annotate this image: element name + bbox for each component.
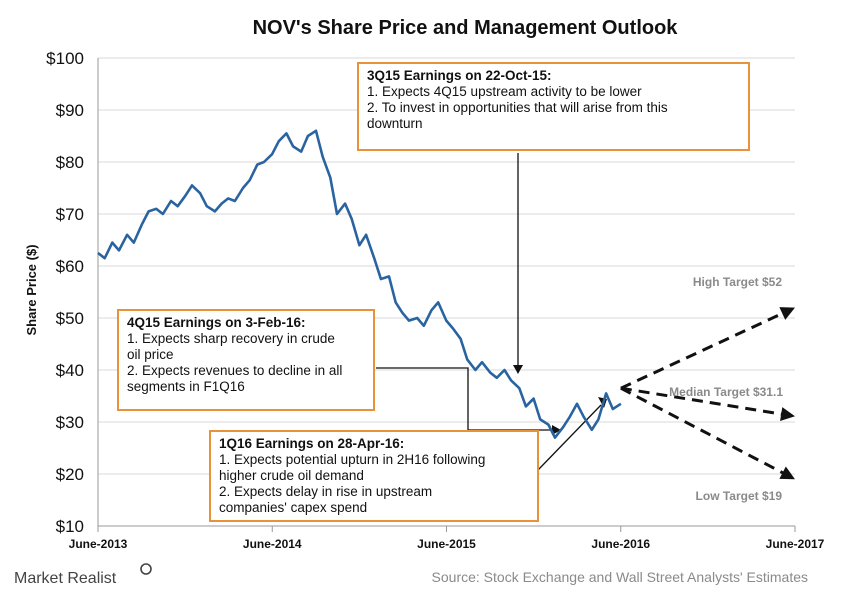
x-tick-label: June-2016 xyxy=(591,537,650,551)
y-tick-label: $60 xyxy=(56,257,84,276)
target-arrow-line xyxy=(620,386,786,475)
market-realist-logo: Market Realist xyxy=(14,563,152,587)
target-arrowhead xyxy=(779,307,795,320)
annotation-q3-line-1: 1. Expects 4Q15 upstream activity to be … xyxy=(367,84,642,99)
annotation-q3-line-2: 2. To invest in opportunities that will … xyxy=(367,100,668,115)
x-tick-label: June-2014 xyxy=(243,537,302,551)
y-tick-label: $90 xyxy=(56,101,84,120)
x-axis: June-2013 June-2014 June-2015 June-2016 June… xyxy=(69,526,825,551)
connector-q4-line xyxy=(376,367,556,431)
target-arrowhead xyxy=(780,407,795,421)
chart-title: NOV's Share Price and Management Outlook xyxy=(253,17,679,39)
high-target-label: High Target $52 xyxy=(693,275,782,289)
annotation-q1-line-2: higher crude oil demand xyxy=(219,468,364,483)
analyst-target-arrows xyxy=(620,307,795,480)
y-axis-label: Share Price ($) xyxy=(24,244,39,335)
low-target-label: Low Target $19 xyxy=(696,489,783,503)
y-tick-label: $80 xyxy=(56,153,84,172)
brand-name: Market Realist xyxy=(14,570,117,587)
annotation-q1-heading: 1Q16 Earnings on 28-Apr-16: xyxy=(219,436,405,451)
annotation-q4-2015: 4Q15 Earnings on 3-Feb-16: 1. Expects sh… xyxy=(117,309,375,411)
y-tick-label: $20 xyxy=(56,465,84,484)
share-price-line xyxy=(97,129,622,439)
annotation-q1-2016: 1Q16 Earnings on 28-Apr-16: 1. Expects p… xyxy=(209,430,539,522)
y-tick-label: $40 xyxy=(56,361,84,380)
y-tick-label: $70 xyxy=(56,205,84,224)
annotation-q4-line-2: oil price xyxy=(127,347,174,362)
y-tick-label: $10 xyxy=(56,517,84,536)
annotation-q4-line-1: 1. Expects sharp recovery in crude xyxy=(127,331,335,346)
y-axis: $10 $20 $30 $40 $50 $60 $70 $80 $90 $100 xyxy=(46,49,84,536)
connector-q4-arrowhead xyxy=(552,425,561,435)
x-tick-label: June-2017 xyxy=(766,537,825,551)
y-tick-label: $30 xyxy=(56,413,84,432)
y-tick-label: $50 xyxy=(56,309,84,328)
connector-q3-arrowhead xyxy=(513,365,523,374)
target-arrow-line xyxy=(620,311,785,390)
median-target-label: Median Target $31.1 xyxy=(669,385,783,399)
annotation-q1-line-1: 1. Expects potential upturn in 2H16 foll… xyxy=(219,452,486,467)
annotation-q1-line-3: 2. Expects delay in rise in upstream xyxy=(219,484,433,499)
annotation-q4-line-4: segments in F1Q16 xyxy=(127,379,245,394)
target-arrowhead xyxy=(779,466,795,480)
x-tick-label: June-2013 xyxy=(69,537,128,551)
annotation-q4-heading: 4Q15 Earnings on 3-Feb-16: xyxy=(127,315,306,330)
annotation-q3-2015: 3Q15 Earnings on 22-Oct-15: 1. Expects 4… xyxy=(357,62,750,151)
y-tick-label: $100 xyxy=(46,49,84,68)
annotation-q3-heading: 3Q15 Earnings on 22-Oct-15: xyxy=(367,68,552,83)
source-note: Source: Stock Exchange and Wall Street A… xyxy=(432,569,808,585)
annotation-q1-line-4: companies' capex spend xyxy=(219,500,368,515)
connector-q1-line xyxy=(537,404,602,471)
annotation-q4-line-3: 2. Expects revenues to decline in all xyxy=(127,363,343,378)
x-tick-label: June-2015 xyxy=(417,537,476,551)
target-arrow-line xyxy=(620,386,784,416)
annotation-q3-line-3: downturn xyxy=(367,116,423,131)
brand-icon xyxy=(140,563,152,575)
